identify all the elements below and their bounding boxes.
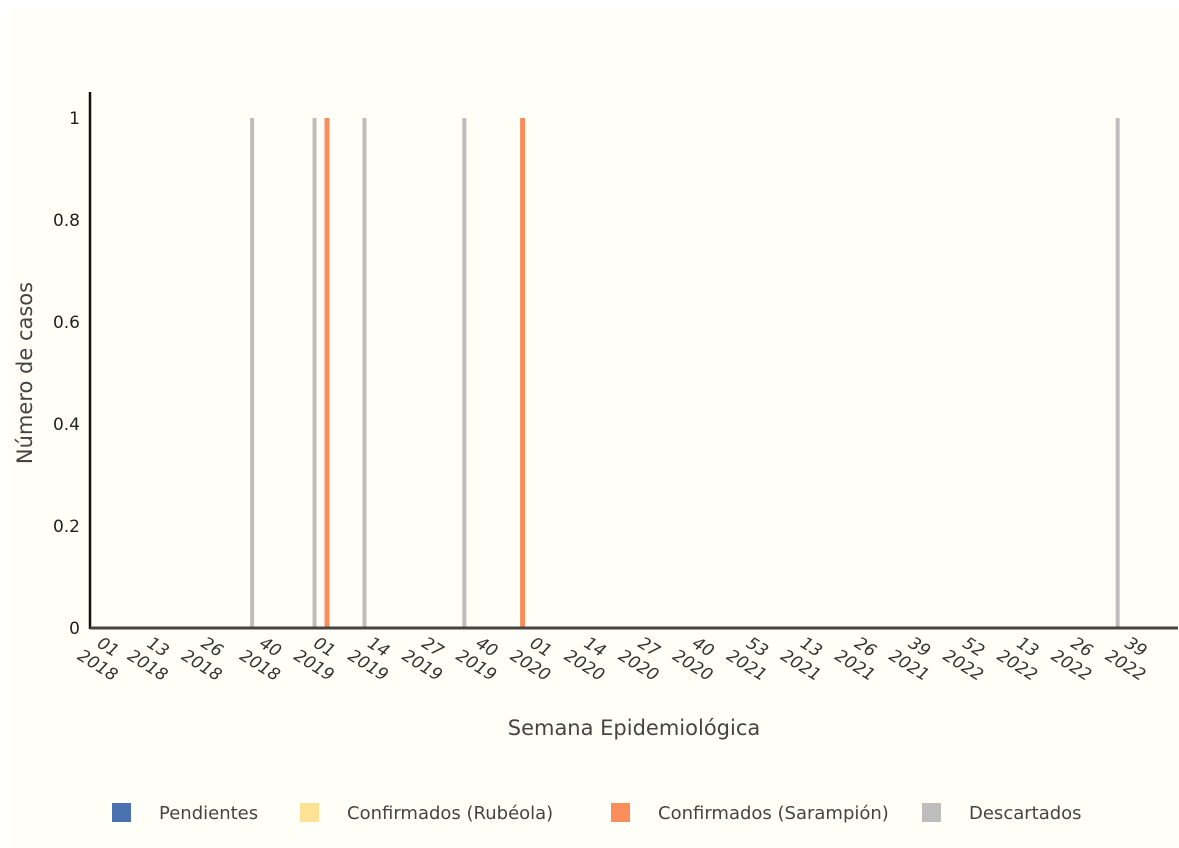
bar-descartados [312, 118, 317, 628]
y-tick-label: 0.8 [53, 211, 80, 231]
y-tick-label: 1 [69, 109, 80, 129]
legend-swatch-confirmados-rub-ola- [300, 803, 319, 822]
legend-label-pendientes: Pendientes [159, 803, 258, 824]
x-axis-title: Semana Epidemiológica [508, 716, 761, 740]
y-tick-label: 0 [69, 619, 80, 639]
y-tick-label: 0.4 [53, 415, 80, 435]
y-tick-label: 0.2 [53, 517, 80, 537]
chart-container: 0 0.2 0.4 0.6 0.8 1 Número de casos 01 2018 13 201… [8, 8, 1179, 848]
legend-swatch-confirmados-sarampi-n- [611, 803, 630, 822]
bar-descartados [1115, 118, 1120, 628]
y-axis-title: Número de casos [13, 282, 37, 464]
legend-label-descartados: Descartados [969, 803, 1082, 824]
y-tick-label: 0.6 [53, 313, 80, 333]
legend-label-confirmados-rub-ola-: Confirmados (Rubéola) [347, 803, 553, 824]
bar-descartados [250, 118, 255, 628]
legend-swatch-descartados [922, 803, 941, 822]
bar-descartados [362, 118, 367, 628]
bar-confirmados-sarampi-n- [324, 118, 330, 628]
legend-swatch-pendientes [112, 803, 131, 822]
bar-descartados [462, 118, 467, 628]
bar-confirmados-sarampi-n- [520, 118, 526, 628]
legend-label-confirmados-sarampi-n-: Confirmados (Sarampión) [658, 803, 889, 824]
